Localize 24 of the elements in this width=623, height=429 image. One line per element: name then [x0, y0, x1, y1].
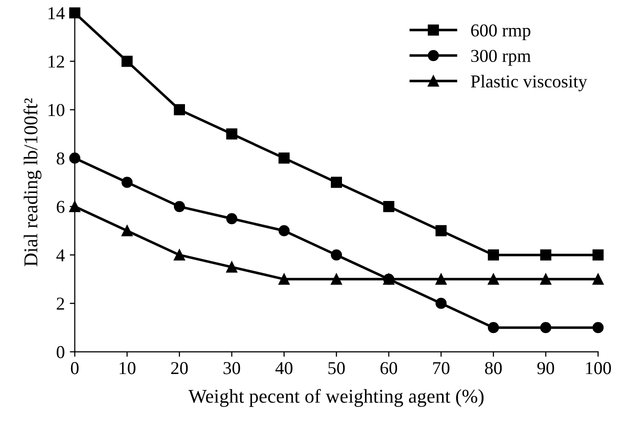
- x-tick-label: 60: [380, 362, 398, 374]
- legend-label: 300 rpm: [471, 50, 531, 66]
- y-tick-label: 4: [56, 249, 65, 262]
- y-tick-label: 12: [48, 56, 64, 68]
- x-tick-label: 0: [70, 362, 79, 374]
- y-tick-label: 0: [56, 346, 64, 358]
- x-tick-label: 70: [433, 362, 450, 374]
- x-tick-label: 40: [275, 362, 292, 374]
- x-tick-label: 90: [537, 362, 554, 374]
- y-axis-title: Dial reading lb/100ft²: [24, 98, 42, 266]
- x-tick-label: 20: [171, 362, 188, 374]
- y-tick-label: 10: [48, 104, 64, 116]
- x-tick-label: 80: [485, 362, 502, 374]
- y-tick-label: 6: [56, 200, 64, 213]
- y-tick-label: 8: [56, 152, 64, 165]
- y-tick-label: 2: [56, 298, 64, 310]
- x-tick-label: 10: [120, 362, 136, 374]
- x-tick-label: 50: [328, 362, 345, 374]
- y-tick-label: 14: [48, 7, 65, 20]
- legend-label: Plastic viscosity: [470, 74, 588, 92]
- x-axis-title: Weight pecent of weighting agent (%): [188, 388, 484, 407]
- x-tick-label: 30: [224, 362, 240, 374]
- legend-label: 600 rmp: [471, 24, 530, 40]
- x-tick-label: 100: [586, 362, 611, 374]
